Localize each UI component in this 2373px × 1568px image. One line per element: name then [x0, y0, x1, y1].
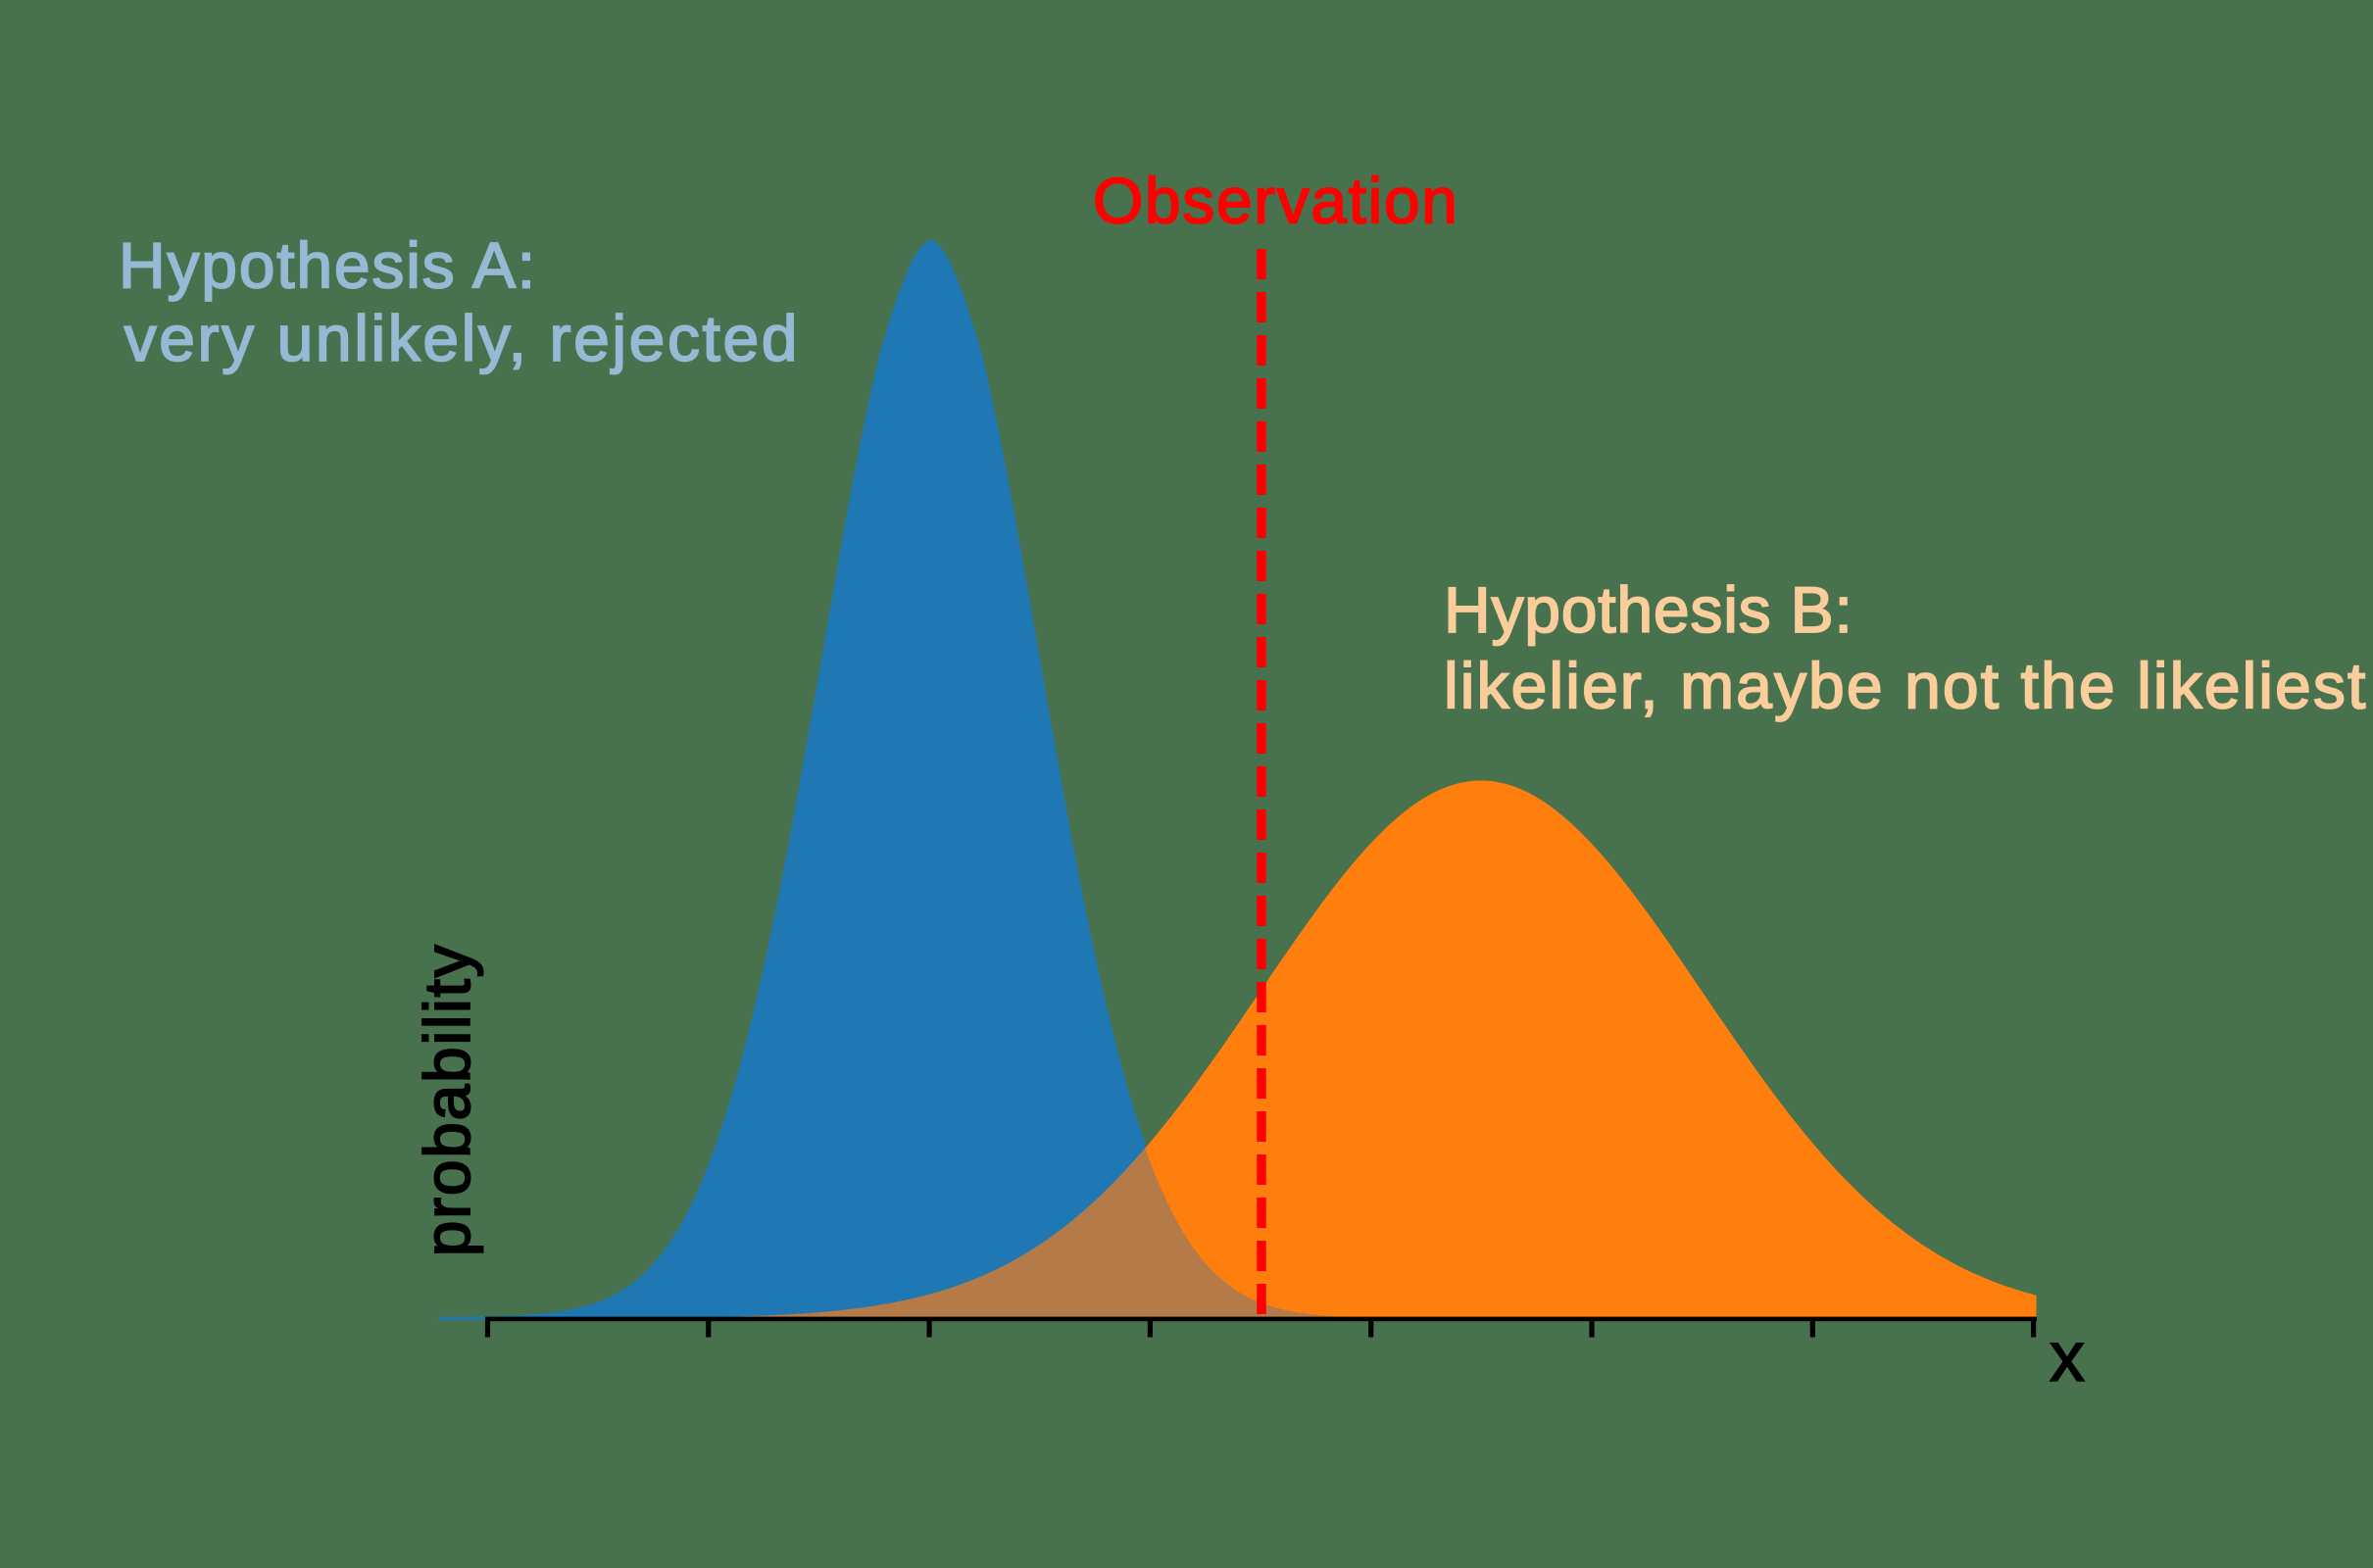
svg-text:likelier, maybe not the likeli: likelier, maybe not the likeliest — [1444, 650, 2367, 722]
svg-text:Hypothesis B:: Hypothesis B: — [1444, 573, 1854, 646]
svg-text:Hypothesis A:: Hypothesis A: — [119, 229, 537, 302]
svg-text:very unlikely, rejected: very unlikely, rejected — [124, 302, 801, 374]
svg-text:Observation: Observation — [1093, 165, 1458, 237]
svg-text:x: x — [2050, 1318, 2085, 1396]
svg-text:probability: probability — [411, 944, 483, 1257]
